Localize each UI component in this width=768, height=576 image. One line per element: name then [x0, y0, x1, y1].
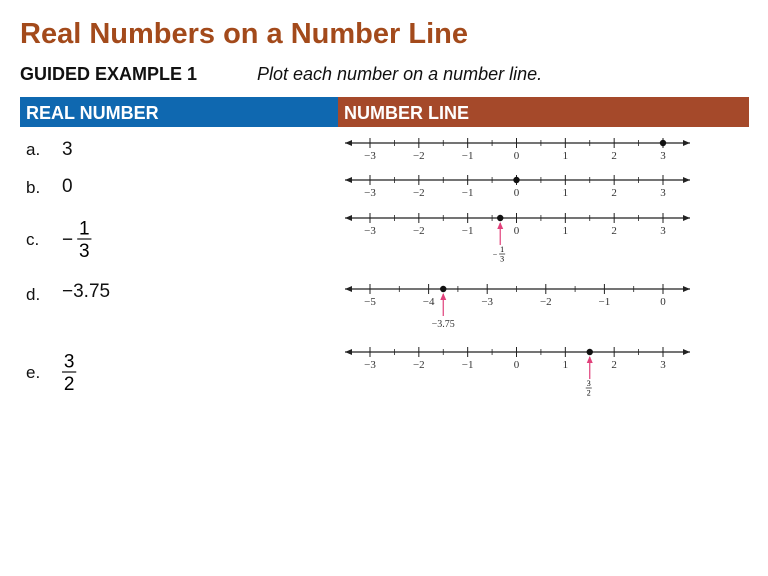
tick-label: −2 [413, 225, 425, 237]
tick-label: 1 [563, 359, 569, 371]
tick-label: −1 [599, 296, 611, 308]
tick-label: 3 [660, 359, 666, 371]
tick-label: 0 [514, 150, 520, 162]
plotted-point [586, 348, 593, 356]
pointer-arrowhead [440, 293, 447, 300]
tick-label: 0 [514, 187, 520, 199]
tick-label: −2 [413, 359, 425, 371]
real-number-denominator: 2 [64, 374, 75, 395]
tick-label: −3 [364, 187, 376, 199]
example-label: GUIDED EXAMPLE 1 [20, 64, 197, 84]
tick-label: −1 [462, 150, 474, 162]
annotation-numerator: 3 [587, 379, 591, 388]
tick-label: −2 [413, 187, 425, 199]
tick-label: 0 [514, 225, 520, 237]
annotation-denominator: 2 [587, 389, 591, 398]
tick-label: 1 [563, 187, 569, 199]
tick-label: −3 [481, 296, 493, 308]
real-number: −3.75 [62, 281, 110, 302]
real-number-numerator: 3 [64, 351, 75, 372]
plotted-point [659, 139, 667, 147]
tick-label: 2 [611, 359, 617, 371]
tick-label: 0 [514, 359, 520, 371]
tick-label: −2 [540, 296, 552, 308]
plotted-point [440, 285, 447, 293]
title: Real Numbers on a Number Line [20, 18, 468, 50]
annotation-denominator: 3 [500, 255, 504, 264]
instruction: Plot each number on a number line. [257, 64, 542, 84]
row-letter: c. [26, 230, 39, 249]
tick-label: 2 [611, 187, 617, 199]
row-letter: b. [26, 178, 40, 197]
pointer-arrowhead [586, 356, 593, 363]
tick-label: −1 [462, 225, 474, 237]
column-header-bg [20, 97, 338, 127]
real-number-sign: − [62, 230, 73, 251]
plotted-point [513, 176, 520, 184]
tick-label: 1 [563, 150, 569, 162]
tick-label: 3 [660, 187, 666, 199]
annotation-numerator: 1 [500, 245, 504, 254]
tick-label: 3 [660, 225, 666, 237]
column-header: REAL NUMBER [26, 103, 159, 123]
real-number: 0 [62, 176, 73, 197]
pointer-arrowhead [497, 222, 504, 229]
tick-label: 3 [660, 150, 666, 162]
annotation: −3.75 [432, 319, 455, 330]
tick-label: −3 [364, 150, 376, 162]
plotted-point [497, 214, 504, 222]
real-number-numerator: 1 [79, 218, 90, 239]
tick-label: −1 [462, 187, 474, 199]
row-letter: e. [26, 363, 40, 382]
row-letter: a. [26, 140, 40, 159]
tick-label: −3 [364, 359, 376, 371]
tick-label: −2 [413, 150, 425, 162]
tick-label: 0 [660, 296, 666, 308]
tick-label: −3 [364, 225, 376, 237]
row-letter: d. [26, 285, 40, 304]
annotation-sign: − [493, 250, 498, 259]
tick-label: 2 [611, 150, 617, 162]
tick-label: −1 [462, 359, 474, 371]
real-number: 3 [62, 139, 73, 160]
column-header: NUMBER LINE [344, 103, 469, 123]
tick-label: 2 [611, 225, 617, 237]
column-header-bg [338, 97, 749, 127]
tick-label: −4 [423, 296, 435, 308]
real-number-denominator: 3 [79, 241, 90, 262]
tick-label: 1 [563, 225, 569, 237]
tick-label: −5 [364, 296, 376, 308]
